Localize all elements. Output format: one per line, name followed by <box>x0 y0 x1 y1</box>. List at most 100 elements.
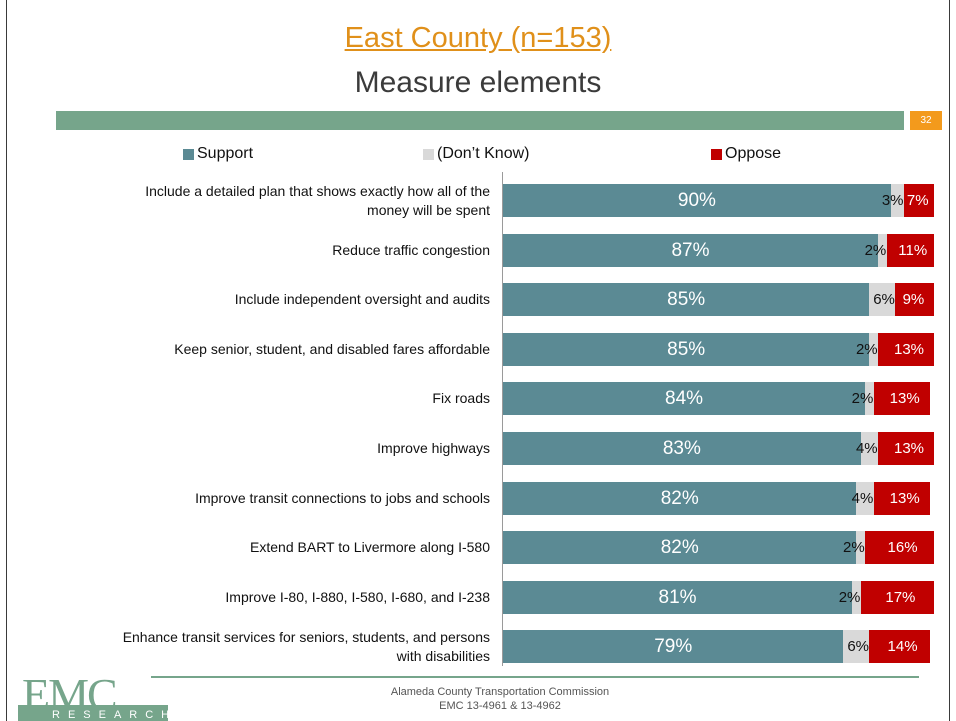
bar-support <box>503 184 891 217</box>
data-label-support: 85% <box>667 289 706 311</box>
bar-dont-know <box>890 184 904 217</box>
data-label-support: 79% <box>654 636 693 658</box>
data-label-dont-know: 2% <box>851 390 874 408</box>
data-label-support: 82% <box>660 487 699 509</box>
bar-oppose <box>873 382 930 416</box>
category-label-line: Fix roads <box>432 390 490 407</box>
category-label: Keep senior, student, and disabled fares… <box>174 340 490 359</box>
bar-support <box>503 283 870 317</box>
category-label: Fix roads <box>432 389 490 408</box>
category-label-line: with disabilities <box>396 647 490 664</box>
data-label-oppose: 13% <box>893 340 925 358</box>
bar-oppose <box>869 630 930 664</box>
category-label-line: Reduce traffic congestion <box>332 241 490 258</box>
legend-dont-know-swatch <box>423 148 434 160</box>
data-label-oppose: 9% <box>902 291 925 309</box>
bar-dont-know <box>852 580 861 614</box>
data-label-support: 84% <box>665 388 704 410</box>
footer-org: Alameda County Transportation Commission <box>390 686 610 698</box>
bar-support <box>503 630 844 664</box>
bar-oppose <box>903 184 934 217</box>
data-label-dont-know: 3% <box>881 192 904 209</box>
logo-subtext: RESEARCH <box>52 709 168 721</box>
legend-support: Support <box>183 145 253 163</box>
bar-oppose <box>886 233 934 267</box>
data-label-oppose: 13% <box>889 390 920 408</box>
data-label-support: 82% <box>660 537 699 559</box>
bar-dont-know <box>869 332 878 366</box>
bar-dont-know <box>877 233 887 267</box>
bar-support <box>503 481 857 515</box>
footer-code: EMC 13-4961 & 13-4962 <box>439 700 561 712</box>
category-label: Improve transit connections to jobs and … <box>195 489 490 508</box>
category-label: Reduce traffic congestion <box>332 241 490 260</box>
data-label-oppose: 16% <box>887 539 918 557</box>
data-label-oppose: 13% <box>889 489 920 507</box>
bar-dont-know <box>865 382 874 416</box>
legend-dont-know: (Don’t Know) <box>423 145 529 163</box>
category-label: Improve highways <box>377 439 490 458</box>
page-subtitle: Measure elements <box>354 66 602 99</box>
data-label-support: 85% <box>667 338 706 360</box>
bar-oppose <box>877 432 934 465</box>
bar-support <box>503 332 870 366</box>
data-label-oppose: 13% <box>893 440 925 457</box>
data-label-dont-know: 4% <box>855 440 878 457</box>
accent-band <box>56 111 904 130</box>
category-label: Improve I-80, I-880, I-580, I-680, and I… <box>225 588 490 607</box>
category-label-line: Extend BART to Livermore along I-580 <box>250 539 490 556</box>
data-label-dont-know: 2% <box>838 588 861 606</box>
data-label-oppose: 14% <box>887 638 918 656</box>
category-label-line: Keep senior, student, and disabled fares… <box>174 340 490 357</box>
category-label: Extend BART to Livermore along I-580 <box>250 538 490 557</box>
data-label-oppose: 11% <box>898 241 928 259</box>
category-label: Include independent oversight and audits <box>235 290 490 309</box>
category-label-line: money will be spent <box>367 201 490 218</box>
data-label-oppose: 7% <box>906 192 929 209</box>
legend-oppose: Oppose <box>711 145 781 163</box>
legend-support-swatch <box>183 148 194 160</box>
data-label-dont-know: 2% <box>843 539 865 557</box>
bar-dont-know <box>856 481 874 515</box>
legend-oppose-swatch <box>711 148 722 160</box>
bar-oppose <box>877 332 934 366</box>
category-label-line: Include a detailed plan that shows exact… <box>145 182 490 199</box>
category-label: Enhance transit services for seniors, st… <box>123 628 490 666</box>
data-label-dont-know: 2% <box>864 241 887 259</box>
category-label-line: Improve highways <box>377 440 490 456</box>
bar-dont-know <box>843 630 870 664</box>
bar-dont-know <box>869 283 896 317</box>
data-label-support: 81% <box>658 586 697 608</box>
bar-dont-know <box>856 531 866 565</box>
bar-oppose <box>895 283 934 317</box>
data-label-support: 87% <box>671 239 710 261</box>
bar-oppose <box>860 580 934 614</box>
category-label-line: Enhance transit services for seniors, st… <box>122 628 490 645</box>
data-label-dont-know: 2% <box>855 340 878 358</box>
bar-oppose <box>865 531 934 565</box>
bar-support <box>503 432 861 465</box>
bar-support <box>503 233 878 267</box>
footer-divider <box>151 676 919 678</box>
data-label-oppose: 17% <box>885 588 916 606</box>
legend-dont-know-label: (Don’t Know) <box>437 145 530 162</box>
category-axis <box>502 172 503 666</box>
data-label-support: 83% <box>662 438 701 459</box>
bar-support <box>503 531 857 565</box>
category-label: Include a detailed plan that shows exact… <box>145 182 490 220</box>
data-label-dont-know: 6% <box>847 638 870 656</box>
data-label-support: 90% <box>677 190 716 211</box>
data-label-dont-know: 4% <box>851 489 874 507</box>
page-title: East County (n=153) <box>344 22 612 54</box>
category-label-line: Include independent oversight and audits <box>234 291 490 308</box>
bar-support <box>503 382 866 416</box>
data-label-dont-know: 6% <box>873 291 895 309</box>
legend-support-label: Support <box>197 145 254 162</box>
bar-oppose <box>873 481 930 515</box>
emc-logo: EMC RESEARCH <box>18 672 168 721</box>
legend-oppose-label: Oppose <box>725 145 782 162</box>
category-label-line: Improve I-80, I-880, I-580, I-680, and I… <box>225 588 490 605</box>
bar-support <box>503 580 853 614</box>
bar-dont-know <box>860 432 878 465</box>
page-number: 32 <box>910 111 942 130</box>
